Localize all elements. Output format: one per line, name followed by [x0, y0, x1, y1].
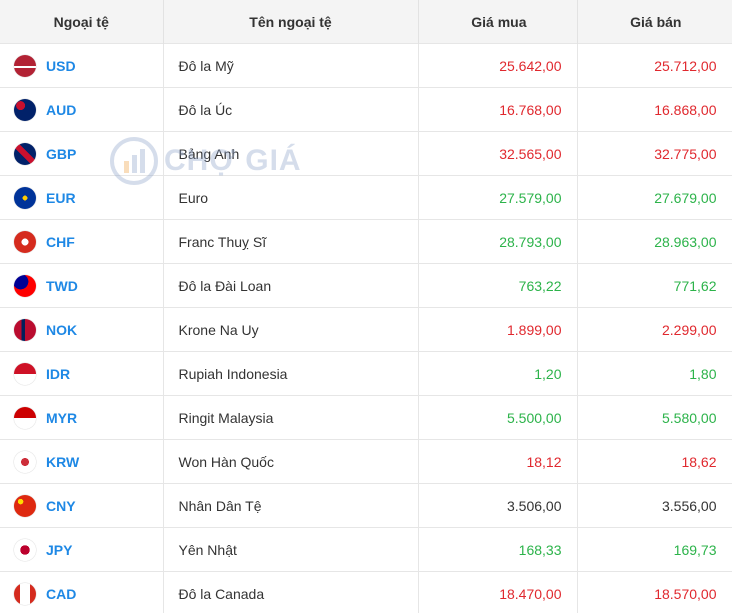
buy-price: 27.579,00	[418, 175, 578, 220]
code-cell: CNY	[0, 483, 164, 528]
flag	[14, 450, 36, 473]
row: CAD Đô la Canada 18.470,00 18.570,00	[0, 571, 732, 613]
currency-name: Nhân Dân Tệ	[163, 483, 419, 528]
header-row: Ngoại tệ Tên ngoại tệ Giá mua Giá bán	[0, 0, 732, 44]
sell-price: 2.299,00	[577, 307, 732, 352]
row: MYR Ringit Malaysia 5.500,00 5.580,00	[0, 395, 732, 440]
buy-price: 1,20	[418, 351, 578, 396]
flag	[14, 230, 36, 253]
currency-code: CHF	[46, 233, 75, 250]
currency-name: Euro	[163, 175, 419, 220]
code-cell: GBP	[0, 131, 164, 176]
currency-name: Đô la Canada	[163, 571, 419, 613]
buy-price: 25.642,00	[418, 43, 578, 88]
currency-code: KRW	[46, 453, 80, 470]
currency-code: USD	[46, 57, 76, 74]
buy-price: 763,22	[418, 263, 578, 308]
currency-code: IDR	[46, 365, 71, 382]
code-cell: TWD	[0, 263, 164, 308]
currency-name: Đô la Úc	[163, 87, 419, 132]
flag	[14, 538, 36, 561]
buy-price: 3.506,00	[418, 483, 578, 528]
row: EUR Euro 27.579,00 27.679,00	[0, 175, 732, 220]
row: CHF Franc Thuỵ Sĩ 28.793,00 28.963,00	[0, 219, 732, 264]
header-cell: Tên ngoại tệ	[163, 0, 419, 44]
code-cell: JPY	[0, 527, 164, 572]
row: USD Đô la Mỹ 25.642,00 25.712,00	[0, 43, 732, 88]
currency-name: Đô la Mỹ	[163, 43, 419, 88]
currency-code: CAD	[46, 585, 77, 602]
row: NOK Krone Na Uy 1.899,00 2.299,00	[0, 307, 732, 352]
currency-name: Ringit Malaysia	[163, 395, 419, 440]
currency-name: Rupiah Indonesia	[163, 351, 419, 396]
flag	[14, 98, 36, 121]
sell-price: 3.556,00	[577, 483, 732, 528]
code-cell: MYR	[0, 395, 164, 440]
row: KRW Won Hàn Quốc 18,12 18,62	[0, 439, 732, 484]
sell-price: 28.963,00	[577, 219, 732, 264]
sell-price: 5.580,00	[577, 395, 732, 440]
sell-price: 771,62	[577, 263, 732, 308]
buy-price: 18.470,00	[418, 571, 578, 613]
buy-price: 5.500,00	[418, 395, 578, 440]
flag	[14, 582, 36, 605]
currency-name: Won Hàn Quốc	[163, 439, 419, 484]
header-cell: Giá bán	[577, 0, 732, 44]
currency-name: Krone Na Uy	[163, 307, 419, 352]
currency-name: Franc Thuỵ Sĩ	[163, 219, 419, 264]
code-cell: CAD	[0, 571, 164, 613]
currency-name: Bảng Anh	[163, 131, 419, 176]
currency-code: TWD	[46, 277, 78, 294]
flag	[14, 54, 36, 77]
flag	[14, 274, 36, 297]
sell-price: 16.868,00	[577, 87, 732, 132]
buy-price: 28.793,00	[418, 219, 578, 264]
code-cell: KRW	[0, 439, 164, 484]
row: AUD Đô la Úc 16.768,00 16.868,00	[0, 87, 732, 132]
row: IDR Rupiah Indonesia 1,20 1,80	[0, 351, 732, 396]
code-cell: EUR	[0, 175, 164, 220]
buy-price: 1.899,00	[418, 307, 578, 352]
sell-price: 25.712,00	[577, 43, 732, 88]
currency-code: CNY	[46, 497, 76, 514]
currency-code: MYR	[46, 409, 78, 426]
header-cell: Giá mua	[418, 0, 578, 44]
sell-price: 18.570,00	[577, 571, 732, 613]
currency-name: Yên Nhật	[163, 527, 419, 572]
sell-price: 169,73	[577, 527, 732, 572]
flag	[14, 318, 36, 341]
code-cell: CHF	[0, 219, 164, 264]
row: GBP Bảng Anh 32.565,00 32.775,00	[0, 131, 732, 176]
buy-price: 16.768,00	[418, 87, 578, 132]
code-cell: IDR	[0, 351, 164, 396]
header-cell: Ngoại tệ	[0, 0, 164, 44]
buy-price: 168,33	[418, 527, 578, 572]
row: JPY Yên Nhật 168,33 169,73	[0, 527, 732, 572]
row: CNY Nhân Dân Tệ 3.506,00 3.556,00	[0, 483, 732, 528]
flag	[14, 362, 36, 385]
currency-name: Đô la Đài Loan	[163, 263, 419, 308]
currency-code: AUD	[46, 101, 77, 118]
flag	[14, 494, 36, 517]
flag	[14, 406, 36, 429]
sell-price: 32.775,00	[577, 131, 732, 176]
sell-price: 1,80	[577, 351, 732, 396]
code-cell: USD	[0, 43, 164, 88]
currency-code: NOK	[46, 321, 78, 338]
code-cell: NOK	[0, 307, 164, 352]
flag	[14, 142, 36, 165]
row: TWD Đô la Đài Loan 763,22 771,62	[0, 263, 732, 308]
buy-price: 32.565,00	[418, 131, 578, 176]
currency-code: EUR	[46, 189, 76, 206]
buy-price: 18,12	[418, 439, 578, 484]
code-cell: AUD	[0, 87, 164, 132]
currency-code: JPY	[46, 541, 73, 558]
currency-code: GBP	[46, 145, 77, 162]
flag	[14, 186, 36, 209]
sell-price: 18,62	[577, 439, 732, 484]
sell-price: 27.679,00	[577, 175, 732, 220]
